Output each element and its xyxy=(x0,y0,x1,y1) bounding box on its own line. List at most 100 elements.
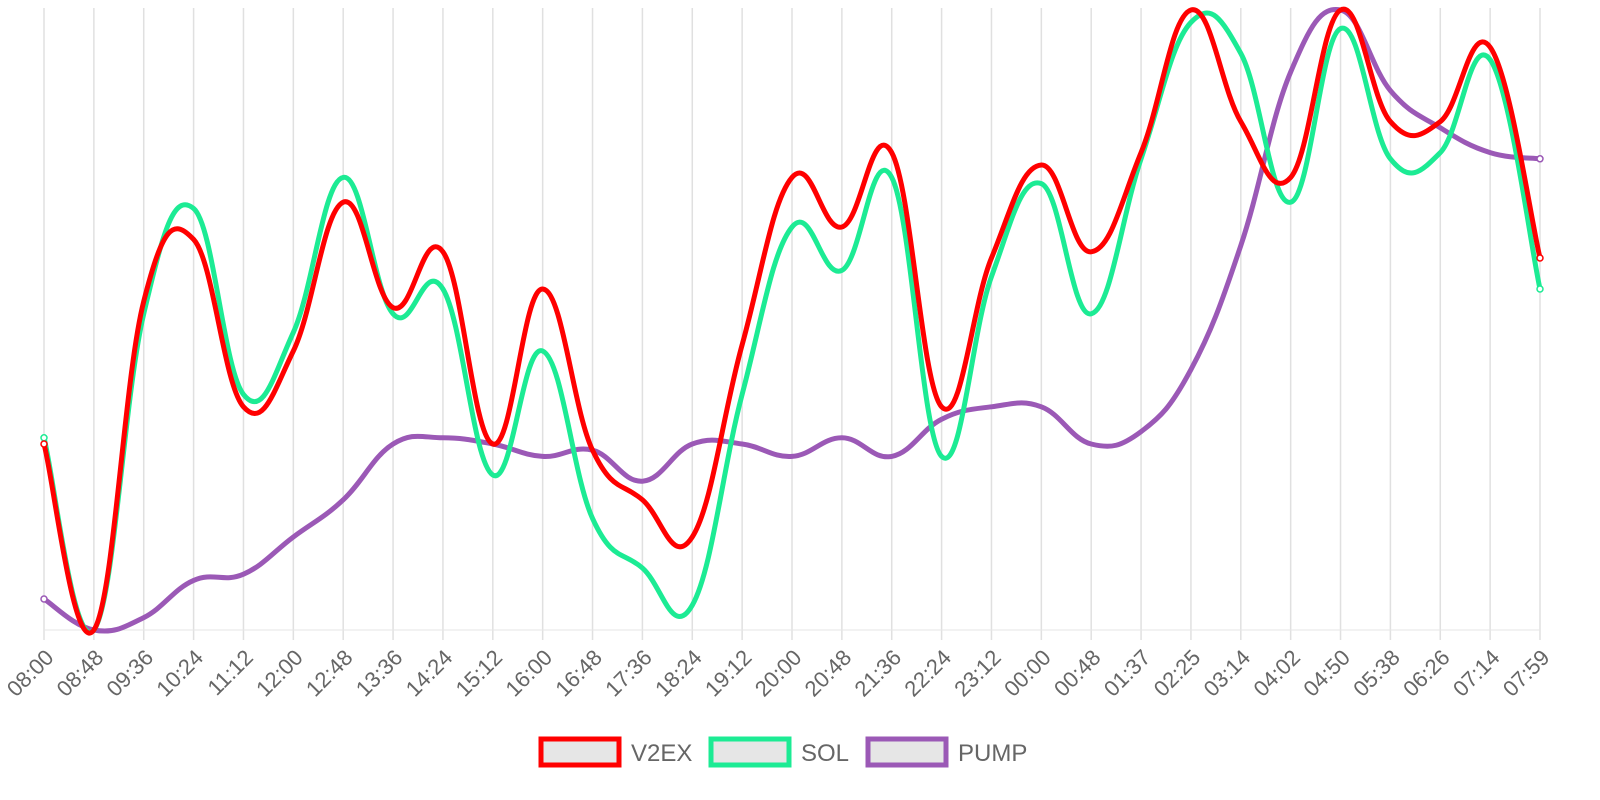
data-point xyxy=(40,595,48,603)
data-point xyxy=(1288,175,1293,180)
data-point xyxy=(740,392,745,397)
data-point xyxy=(690,442,695,446)
data-point xyxy=(1338,26,1343,31)
legend-label[interactable]: SOL xyxy=(801,740,849,767)
data-point xyxy=(590,516,595,521)
data-point xyxy=(440,287,445,291)
series-line-v2ex xyxy=(41,6,1543,636)
x-tick-label: 09:36 xyxy=(102,645,159,702)
series-pump xyxy=(40,7,1544,634)
legend-swatch[interactable] xyxy=(708,736,792,768)
data-point xyxy=(291,535,296,539)
data-point xyxy=(1238,243,1243,248)
data-point xyxy=(540,454,545,459)
x-tick-label: 07:59 xyxy=(1498,645,1555,702)
x-tick-label: 03:14 xyxy=(1199,645,1256,702)
data-point xyxy=(989,274,994,279)
data-point xyxy=(1488,45,1493,50)
data-point xyxy=(740,442,745,446)
data-point xyxy=(889,150,894,155)
data-point xyxy=(1188,367,1193,372)
data-point xyxy=(1089,442,1094,446)
x-tick-label: 12:00 xyxy=(251,645,308,702)
x-tick-label: 06:26 xyxy=(1398,645,1455,702)
data-point xyxy=(989,404,994,409)
x-tick-label: 21:36 xyxy=(850,645,907,702)
data-point xyxy=(640,497,645,502)
data-point xyxy=(989,256,994,260)
data-point xyxy=(1238,119,1243,124)
data-point xyxy=(341,497,346,502)
data-point xyxy=(1139,150,1144,155)
data-point xyxy=(1188,8,1193,12)
data-point xyxy=(1238,51,1243,56)
data-point xyxy=(590,448,595,453)
data-point xyxy=(1536,155,1544,163)
x-tick-label: 18:24 xyxy=(650,645,707,702)
legend-label[interactable]: V2EX xyxy=(631,740,692,767)
data-point xyxy=(540,287,545,291)
data-point xyxy=(939,454,944,459)
x-tick-label: 11:12 xyxy=(202,645,257,700)
data-point xyxy=(790,175,794,180)
data-point xyxy=(241,572,246,577)
data-point xyxy=(889,175,894,180)
data-point xyxy=(1039,404,1044,409)
data-point xyxy=(1388,88,1393,93)
data-point xyxy=(241,392,246,397)
data-point xyxy=(790,225,794,229)
legend-item-pump[interactable]: PUMP xyxy=(865,736,1027,768)
data-point xyxy=(1338,8,1343,12)
data-point xyxy=(839,225,844,229)
data-point xyxy=(341,200,346,205)
legend-swatch[interactable] xyxy=(865,736,949,768)
data-point xyxy=(1039,163,1044,167)
data-point xyxy=(1536,254,1544,262)
data-point xyxy=(440,435,445,440)
data-point xyxy=(839,268,844,273)
data-point xyxy=(291,330,296,335)
data-point xyxy=(1089,249,1094,254)
data-point xyxy=(1488,150,1493,155)
x-tick-label: 16:48 xyxy=(550,645,607,702)
series-group xyxy=(40,6,1544,636)
data-point xyxy=(1089,311,1094,316)
legend-item-v2ex[interactable]: V2EX xyxy=(538,736,692,768)
x-tick-label: 08:00 xyxy=(2,645,59,702)
data-point xyxy=(291,349,296,353)
data-point xyxy=(740,342,745,347)
data-point xyxy=(191,206,196,211)
data-point xyxy=(191,237,196,242)
legend-item-sol[interactable]: SOL xyxy=(708,736,849,768)
data-point xyxy=(440,249,445,254)
legend-swatch[interactable] xyxy=(538,736,622,768)
x-tick-label: 14:24 xyxy=(401,645,458,702)
data-point xyxy=(1388,119,1393,124)
legend[interactable]: V2EX SOL PUMP xyxy=(538,736,1027,768)
data-point xyxy=(1139,429,1144,434)
data-point xyxy=(40,434,48,442)
data-point xyxy=(490,473,495,477)
x-tick-label: 02:25 xyxy=(1149,645,1206,702)
x-tick-label: 04:50 xyxy=(1298,645,1355,702)
x-tick-label: 19:12 xyxy=(700,645,757,702)
data-point xyxy=(191,578,196,583)
data-point xyxy=(939,417,944,422)
data-point xyxy=(1388,156,1393,161)
data-point xyxy=(141,299,146,304)
data-point xyxy=(1438,119,1443,124)
legend-label[interactable]: PUMP xyxy=(958,740,1027,767)
x-tick-label: 00:48 xyxy=(1049,645,1106,702)
data-point xyxy=(839,435,844,440)
data-point xyxy=(640,566,645,570)
x-tick-label: 08:48 xyxy=(52,645,109,702)
series-line-pump xyxy=(41,7,1543,634)
x-tick-label: 13:36 xyxy=(351,645,408,702)
x-tick-label: 22:24 xyxy=(899,645,956,702)
x-tick-label: 16:00 xyxy=(500,645,557,702)
data-point xyxy=(939,404,944,409)
data-point xyxy=(1188,20,1193,25)
x-tick-label: 10:24 xyxy=(151,645,208,702)
series-sol xyxy=(40,10,1544,635)
